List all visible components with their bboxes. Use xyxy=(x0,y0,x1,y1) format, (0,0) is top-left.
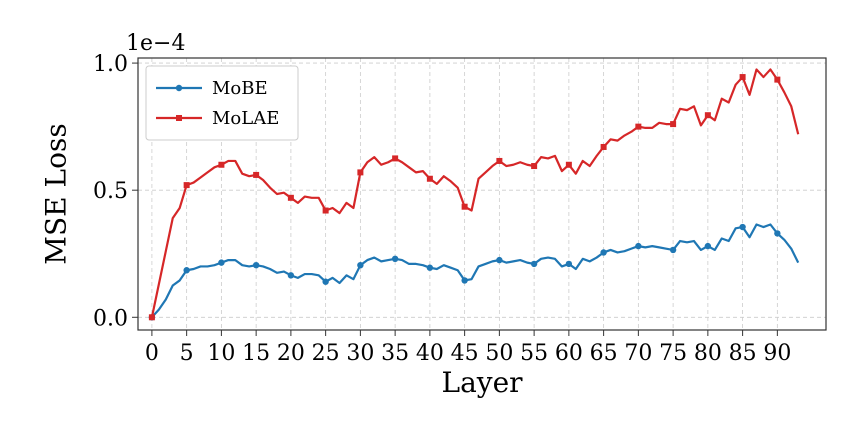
data-point-molae xyxy=(774,76,781,83)
y-axis-label: MSE Loss xyxy=(40,123,73,264)
x-tick-label: 90 xyxy=(763,341,791,366)
data-point-mobe xyxy=(600,249,607,256)
y-tick-label: 1.0 xyxy=(93,52,128,77)
x-tick-label: 25 xyxy=(312,341,340,366)
plot-frame xyxy=(137,57,827,331)
data-point-mobe xyxy=(322,278,329,285)
data-point-mobe xyxy=(218,259,225,266)
legend-box xyxy=(145,65,299,141)
data-point-mobe xyxy=(704,242,712,250)
data-point-molae xyxy=(739,74,746,81)
data-point-mobe xyxy=(530,260,538,268)
data-point-molae xyxy=(531,163,538,170)
series-line-molae xyxy=(150,68,800,318)
series-line-mobe xyxy=(151,223,800,319)
data-point-molae xyxy=(670,121,677,128)
x-tick-label: 30 xyxy=(346,341,374,366)
data-point-mobe xyxy=(287,272,295,279)
data-point-mobe xyxy=(357,261,364,269)
x-tick-label: 20 xyxy=(277,341,305,366)
x-tick-label: 80 xyxy=(694,341,722,366)
data-point-molae xyxy=(218,161,225,168)
data-point-molae xyxy=(635,123,642,130)
legend-marker-mobe xyxy=(175,84,183,92)
legend-label-molae: MoLAE xyxy=(212,108,279,129)
series-layer xyxy=(148,68,800,321)
data-point-mobe xyxy=(496,256,503,264)
x-tick-label: 55 xyxy=(520,341,548,366)
data-point-mobe xyxy=(635,242,642,250)
data-point-molae xyxy=(287,194,294,201)
data-point-mobe xyxy=(391,255,399,263)
legend-marker-molae xyxy=(176,115,182,121)
data-point-molae xyxy=(565,161,572,168)
data-point-mobe xyxy=(426,264,434,271)
y-axis-multiplier: 1e−4 xyxy=(126,31,185,56)
y-tick-label: 0.0 xyxy=(93,306,128,331)
data-point-mobe xyxy=(183,267,190,274)
data-point-molae xyxy=(426,175,433,182)
x-axis-label: Layer xyxy=(441,366,523,399)
data-point-mobe xyxy=(669,246,677,254)
data-point-molae xyxy=(148,314,155,321)
data-point-molae xyxy=(322,207,329,214)
data-point-mobe xyxy=(565,260,573,268)
x-tick-label: 40 xyxy=(416,341,444,366)
data-point-mobe xyxy=(739,223,746,231)
data-point-molae xyxy=(600,143,607,150)
data-point-molae xyxy=(253,171,260,178)
x-tick-label: 85 xyxy=(729,341,757,366)
x-tick-label: 5 xyxy=(180,341,194,366)
x-tick-label: 35 xyxy=(381,341,409,366)
y-tick-label: 0.5 xyxy=(93,179,128,204)
x-tick-label: 15 xyxy=(242,341,270,366)
x-tick-label: 10 xyxy=(207,341,235,366)
data-point-molae xyxy=(704,112,711,119)
x-tick-label: 70 xyxy=(624,341,652,366)
x-tick-label: 60 xyxy=(555,341,583,366)
data-point-molae xyxy=(183,182,190,189)
legend: MoBE MoLAE xyxy=(145,65,299,141)
x-tick-label: 75 xyxy=(659,341,687,366)
data-point-molae xyxy=(357,169,364,176)
x-tick-label: 50 xyxy=(485,341,513,366)
data-point-molae xyxy=(461,203,468,210)
axis-ticks: 0 5 10 15 20 25 30 35 40 45 50 55 60 65 70 75 80 85 900.00… xyxy=(93,52,791,366)
data-point-mobe xyxy=(774,230,781,237)
data-point-mobe xyxy=(252,261,260,269)
grid xyxy=(138,58,826,330)
legend-label-mobe: MoBE xyxy=(212,78,268,99)
data-point-molae xyxy=(392,155,399,162)
x-tick-label: 65 xyxy=(590,341,618,366)
data-point-molae xyxy=(496,157,503,164)
data-point-mobe xyxy=(461,277,468,284)
x-tick-label: 45 xyxy=(451,341,479,366)
x-tick-label: 0 xyxy=(145,341,159,366)
